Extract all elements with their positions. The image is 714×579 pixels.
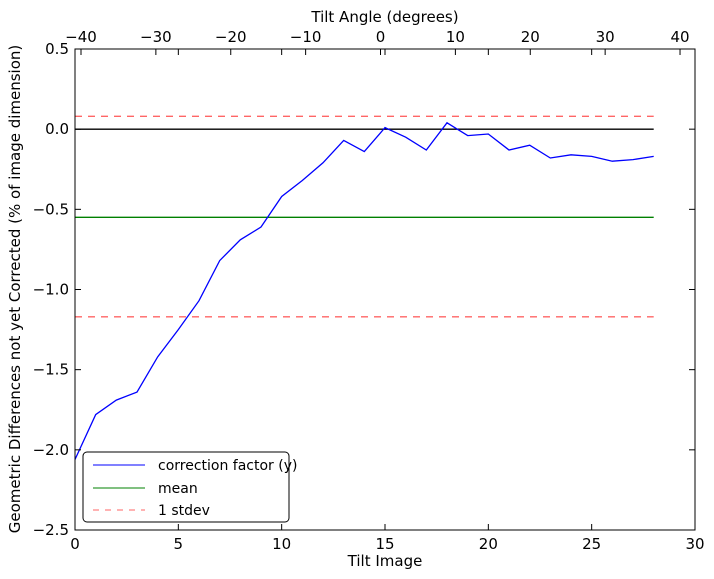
x-tick-label: 5 xyxy=(174,535,184,553)
y-tick-label: 0.5 xyxy=(45,40,69,58)
top-x-axis-label: Tilt Angle (degrees) xyxy=(310,8,458,26)
top-x-tick-label: −10 xyxy=(290,28,322,46)
legend-label-correction: correction factor (y) xyxy=(158,458,297,474)
legend: correction factor (y) mean 1 stdev xyxy=(82,451,297,523)
x-tick-label: 0 xyxy=(70,535,80,553)
top-x-tick-label: 10 xyxy=(446,28,465,46)
legend-label-mean: mean xyxy=(158,481,198,497)
top-x-tick-label: −30 xyxy=(140,28,172,46)
x-tick-label: 25 xyxy=(582,535,601,553)
y-axis-label: Geometric Differences not yet Corrected … xyxy=(6,45,24,534)
top-x-tick-label: 40 xyxy=(670,28,689,46)
top-x-tick-label: −20 xyxy=(215,28,247,46)
top-x-tick-label: 30 xyxy=(596,28,615,46)
y-tick-label: 0.0 xyxy=(45,120,69,138)
top-x-tick-label: −40 xyxy=(65,28,97,46)
x-tick-label: 30 xyxy=(685,535,704,553)
x-tick-label: 20 xyxy=(479,535,498,553)
legend-frame xyxy=(82,451,290,523)
y-tick-label: −2.0 xyxy=(33,441,69,459)
legend-label-stdev: 1 stdev xyxy=(158,503,210,519)
top-x-tick-label: 20 xyxy=(521,28,540,46)
top-x-tick-label: 0 xyxy=(376,28,386,46)
x-tick-label: 15 xyxy=(375,535,394,553)
y-tick-label: −1.0 xyxy=(33,281,69,299)
x-axis-label: Tilt Image xyxy=(347,552,423,570)
y-tick-label: −1.5 xyxy=(33,361,69,379)
series-line-correction-factor-y- xyxy=(74,121,654,460)
y-tick-label: −0.5 xyxy=(33,200,69,218)
y-tick-label: −2.5 xyxy=(33,521,69,539)
x-tick-label: 10 xyxy=(272,535,291,553)
